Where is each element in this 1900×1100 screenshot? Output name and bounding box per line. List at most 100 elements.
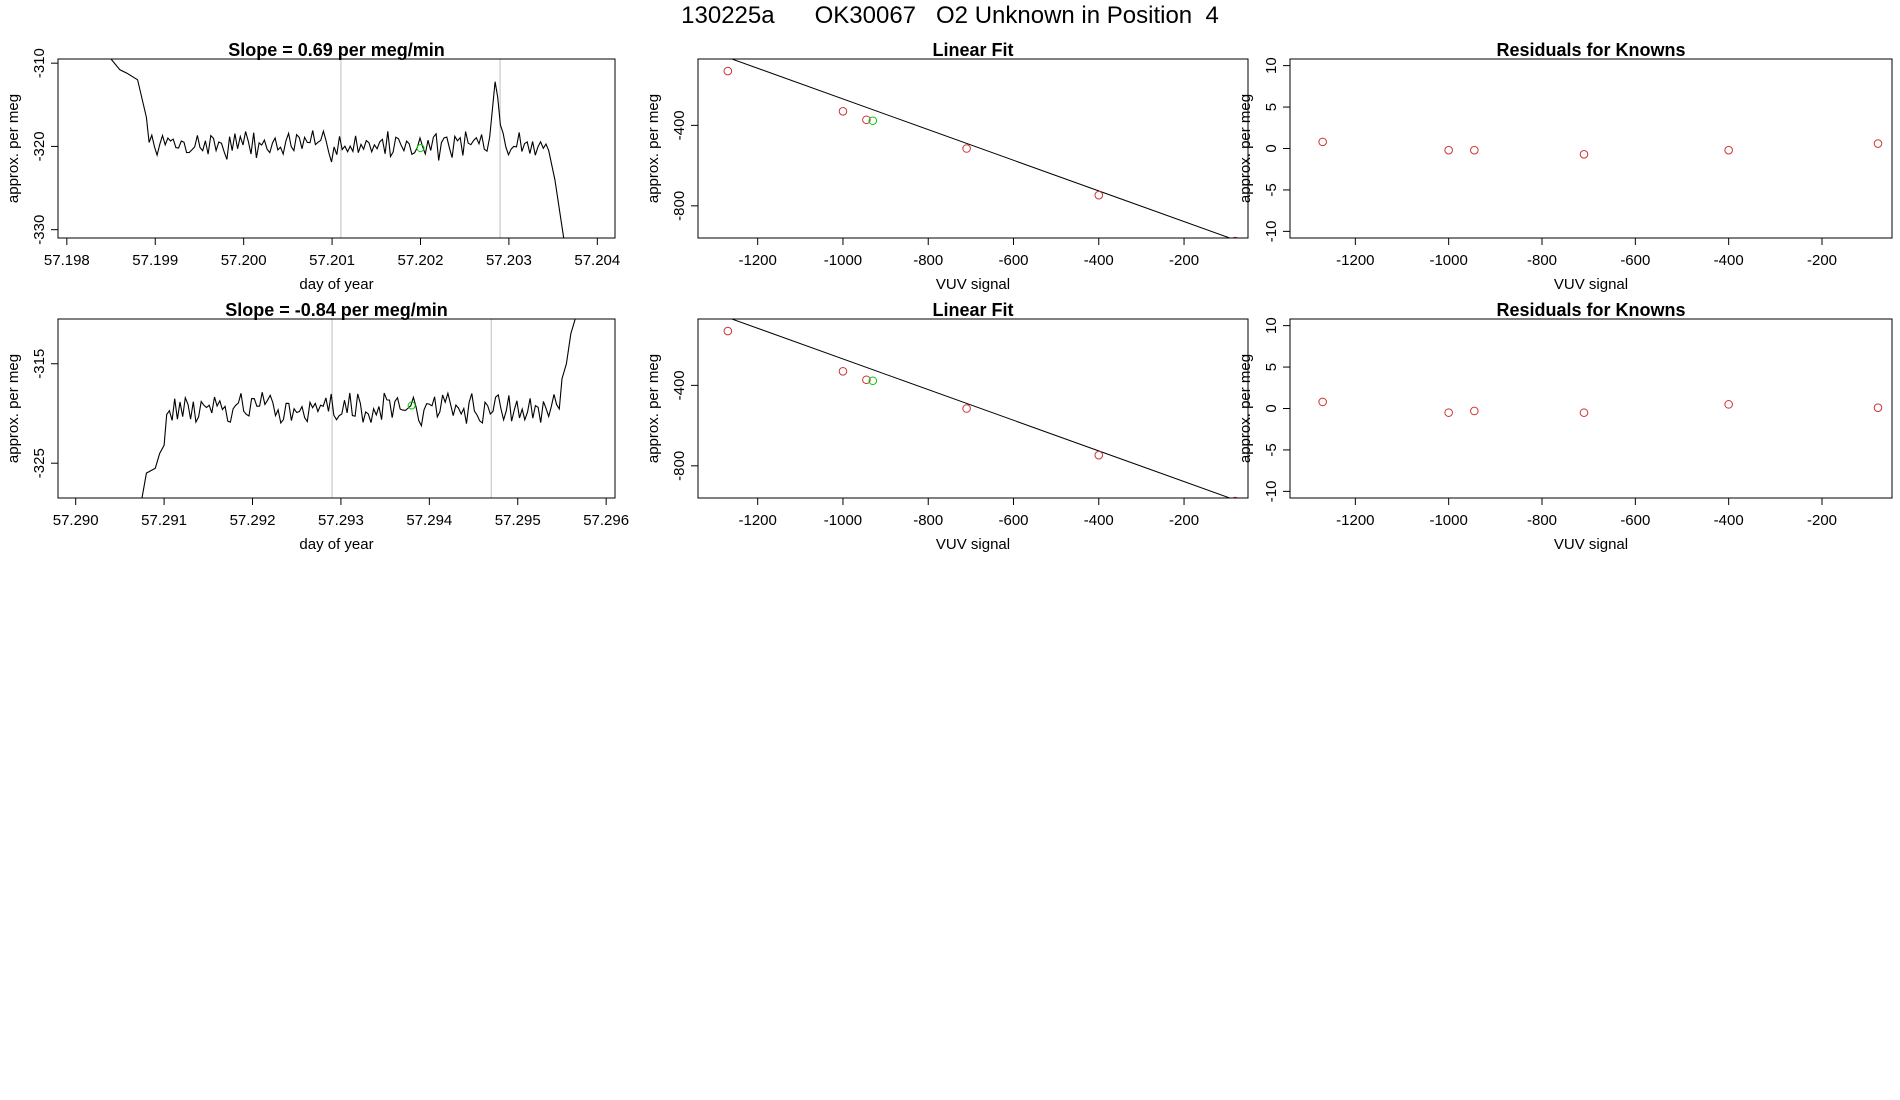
- plot-region: [723, 59, 1239, 238]
- x-tick-label: 57.295: [495, 512, 541, 529]
- y-tick-label: -5: [1263, 443, 1280, 456]
- known-point: [1873, 403, 1883, 412]
- y-tick-label: -315: [31, 349, 48, 379]
- page-title: 130225a OK30067 O2 Unknown in Position 4: [681, 2, 1219, 29]
- y-tick-label: -310: [31, 48, 48, 78]
- x-tick-label: -1000: [1429, 512, 1467, 529]
- x-tick-label: 57.292: [230, 512, 276, 529]
- x-tick-label: 57.201: [309, 252, 355, 269]
- x-tick-label: 57.200: [221, 252, 267, 269]
- known-point: [723, 326, 733, 336]
- x-tick-label: 57.291: [141, 512, 187, 529]
- chart-title: Residuals for Knowns: [1496, 300, 1685, 320]
- plot-frame: [1289, 318, 1893, 499]
- known-point: [1470, 406, 1479, 416]
- plot-frame: [697, 318, 1249, 499]
- x-tick-label: -600: [998, 252, 1028, 269]
- plot-region: [141, 319, 576, 498]
- y-tick-label: -320: [31, 131, 48, 161]
- known-point: [723, 66, 733, 76]
- x-axis-label: VUV signal: [1554, 276, 1628, 293]
- y-tick-label: -400: [671, 110, 688, 140]
- plot-fit2: Linear Fit VUV signal approx. per meg -1200…: [645, 300, 1249, 553]
- known-point: [1470, 145, 1479, 155]
- chart-title: Linear Fit: [932, 40, 1013, 60]
- known-point: [1232, 496, 1239, 498]
- x-tick-label: -1000: [824, 252, 862, 269]
- chart-title: Residuals for Knowns: [1496, 40, 1685, 60]
- x-tick-label: -1000: [1429, 252, 1467, 269]
- known-point: [1094, 190, 1104, 200]
- known-point: [962, 144, 971, 153]
- chart-title: Slope = 0.69 per meg/min: [228, 40, 445, 60]
- x-tick-label: 57.199: [132, 252, 178, 269]
- x-tick-label: -1200: [1336, 252, 1374, 269]
- known-point: [862, 375, 871, 385]
- plot-frame: [57, 58, 616, 239]
- y-tick-label: -10: [1263, 221, 1280, 243]
- y-axis-label: approx. per meg: [5, 354, 22, 463]
- x-tick-label: -200: [1807, 512, 1837, 529]
- x-axis-label: VUV signal: [936, 536, 1010, 553]
- chart-title: Slope = -0.84 per meg/min: [225, 300, 448, 320]
- x-tick-label: -1200: [1336, 512, 1374, 529]
- x-tick-label: -600: [1620, 512, 1650, 529]
- x-tick-label: -200: [1169, 512, 1199, 529]
- x-tick-label: -800: [913, 512, 943, 529]
- known-point: [1873, 139, 1883, 148]
- unknown-point: [868, 376, 878, 386]
- x-tick-label: -1200: [739, 252, 777, 269]
- y-tick-label: 0: [1263, 404, 1280, 412]
- y-tick-label: -800: [671, 191, 688, 221]
- x-tick-label: -800: [1527, 252, 1557, 269]
- plot-ts2: Slope = -0.84 per meg/min day of year appr…: [5, 300, 629, 553]
- y-tick-label: 5: [1263, 363, 1280, 371]
- known-point: [838, 366, 848, 376]
- x-tick-label: -400: [1084, 252, 1114, 269]
- y-axis-label: approx. per meg: [645, 354, 662, 463]
- x-tick-label: -1000: [824, 512, 862, 529]
- known-point: [1444, 408, 1453, 417]
- y-tick-label: -330: [31, 215, 48, 245]
- data-series-line: [110, 59, 565, 238]
- y-tick-label: 5: [1263, 103, 1280, 111]
- x-tick-label: -600: [1620, 252, 1650, 269]
- x-tick-label: -400: [1084, 512, 1114, 529]
- known-point: [838, 106, 848, 116]
- unknown-point: [407, 401, 416, 410]
- known-point: [1579, 150, 1589, 159]
- plot-region: [723, 319, 1239, 498]
- known-point: [1318, 137, 1327, 147]
- x-axis-label: day of year: [299, 536, 373, 553]
- known-point: [1444, 145, 1453, 155]
- plot-res1: Residuals for Knowns VUV signal approx. pe…: [1237, 40, 1893, 293]
- x-tick-label: 57.203: [486, 252, 532, 269]
- fit-line: [730, 59, 1232, 238]
- plot-frame: [1289, 58, 1893, 239]
- x-tick-label: -600: [998, 512, 1028, 529]
- y-tick-label: 10: [1263, 317, 1280, 334]
- x-tick-label: -400: [1714, 512, 1744, 529]
- x-tick-label: -800: [913, 252, 943, 269]
- plot-frame: [57, 318, 616, 499]
- x-tick-label: -800: [1527, 512, 1557, 529]
- plot-frame: [697, 58, 1249, 239]
- fit-line: [730, 319, 1232, 498]
- x-tick-label: -200: [1807, 252, 1837, 269]
- plot-region: [1318, 137, 1883, 159]
- y-tick-label: 10: [1263, 57, 1280, 74]
- y-tick-label: 0: [1263, 144, 1280, 152]
- x-tick-label: -1200: [739, 512, 777, 529]
- y-axis-label: approx. per meg: [1237, 354, 1254, 463]
- y-tick-label: -5: [1263, 183, 1280, 196]
- x-axis-label: VUV signal: [936, 276, 1010, 293]
- x-tick-label: 57.202: [398, 252, 444, 269]
- data-series-line: [141, 319, 576, 498]
- unknown-point: [868, 116, 878, 126]
- x-tick-label: -200: [1169, 252, 1199, 269]
- known-point: [1579, 408, 1589, 417]
- known-point: [1724, 400, 1733, 409]
- y-tick-label: -400: [671, 370, 688, 400]
- x-tick-label: 57.290: [53, 512, 99, 529]
